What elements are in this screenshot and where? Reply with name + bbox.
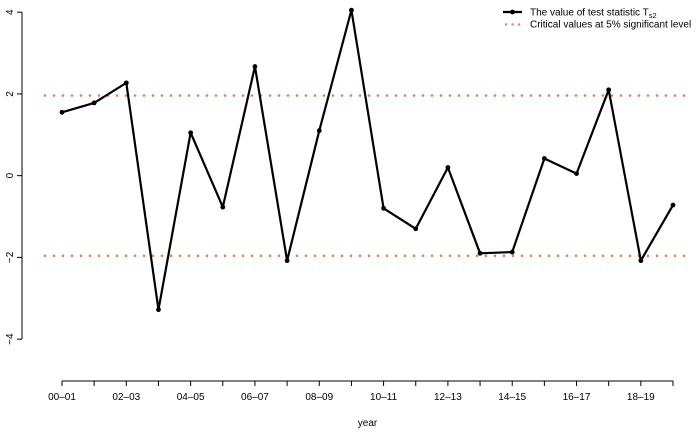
data-point-6 — [252, 64, 258, 69]
legend-series-label: The value of test statistic Ts2 — [530, 8, 657, 21]
x-tick-label-6: 06–07 — [241, 392, 269, 403]
x-tick-label-18: 18–19 — [627, 392, 655, 403]
y-tick-label-2: 0 — [5, 172, 16, 178]
y-tick-label-3: 2 — [5, 91, 16, 97]
legend-critical-label: Critical values at 5% significant level — [530, 20, 691, 31]
legend-critical-dot-0 — [504, 23, 508, 26]
data-point-17 — [606, 87, 612, 93]
test-statistic-series — [61, 9, 674, 311]
legend-critical-swatch — [504, 23, 521, 26]
data-point-1 — [91, 100, 97, 106]
data-point-8 — [316, 128, 322, 134]
x-axis-label: year — [358, 418, 378, 429]
data-point-7 — [284, 258, 290, 264]
test-statistic-points — [59, 7, 676, 313]
data-point-19 — [670, 202, 676, 208]
x-tick-label-2: 02–03 — [112, 392, 140, 403]
data-point-4 — [188, 130, 194, 136]
legend: The value of test statistic Ts2 Critical… — [503, 8, 691, 31]
x-tick-label-12: 12–13 — [434, 392, 462, 403]
data-point-18 — [638, 258, 644, 264]
data-point-12 — [445, 165, 451, 170]
data-point-3 — [156, 307, 161, 313]
x-tick-label-14: 14–15 — [498, 392, 526, 403]
data-point-9 — [349, 7, 354, 13]
data-point-2 — [123, 80, 129, 86]
legend-critical-dot-1 — [511, 23, 514, 26]
data-point-11 — [413, 226, 419, 232]
data-point-13 — [477, 250, 483, 256]
legend-series-point-swatch — [510, 9, 515, 15]
data-point-5 — [220, 204, 226, 210]
data-point-15 — [541, 156, 547, 161]
y-tick-label-4: 4 — [5, 9, 16, 15]
y-tick-label-1: −2 — [5, 251, 16, 263]
y-axis: −4 −2 0 2 4 — [5, 9, 23, 345]
data-point-10 — [381, 205, 386, 211]
data-point-0 — [59, 109, 65, 115]
x-axis: 00–01 02–03 04–05 06–07 08–09 10–11 12–13 14–15… — [48, 380, 674, 403]
x-tick-label-8: 08–09 — [305, 392, 333, 403]
critical-lines — [43, 94, 688, 258]
x-tick-label-0: 00–01 — [48, 392, 76, 403]
data-point-16 — [574, 171, 579, 177]
x-tick-label-16: 16–17 — [563, 392, 591, 403]
test-statistic-line — [61, 9, 674, 311]
x-tick-label-10: 10–11 — [370, 392, 398, 403]
legend-critical-dot-2 — [517, 23, 521, 26]
y-tick-label-0: −4 — [5, 333, 16, 345]
x-tick-label-4: 04–05 — [177, 392, 205, 403]
data-point-14 — [509, 249, 515, 255]
